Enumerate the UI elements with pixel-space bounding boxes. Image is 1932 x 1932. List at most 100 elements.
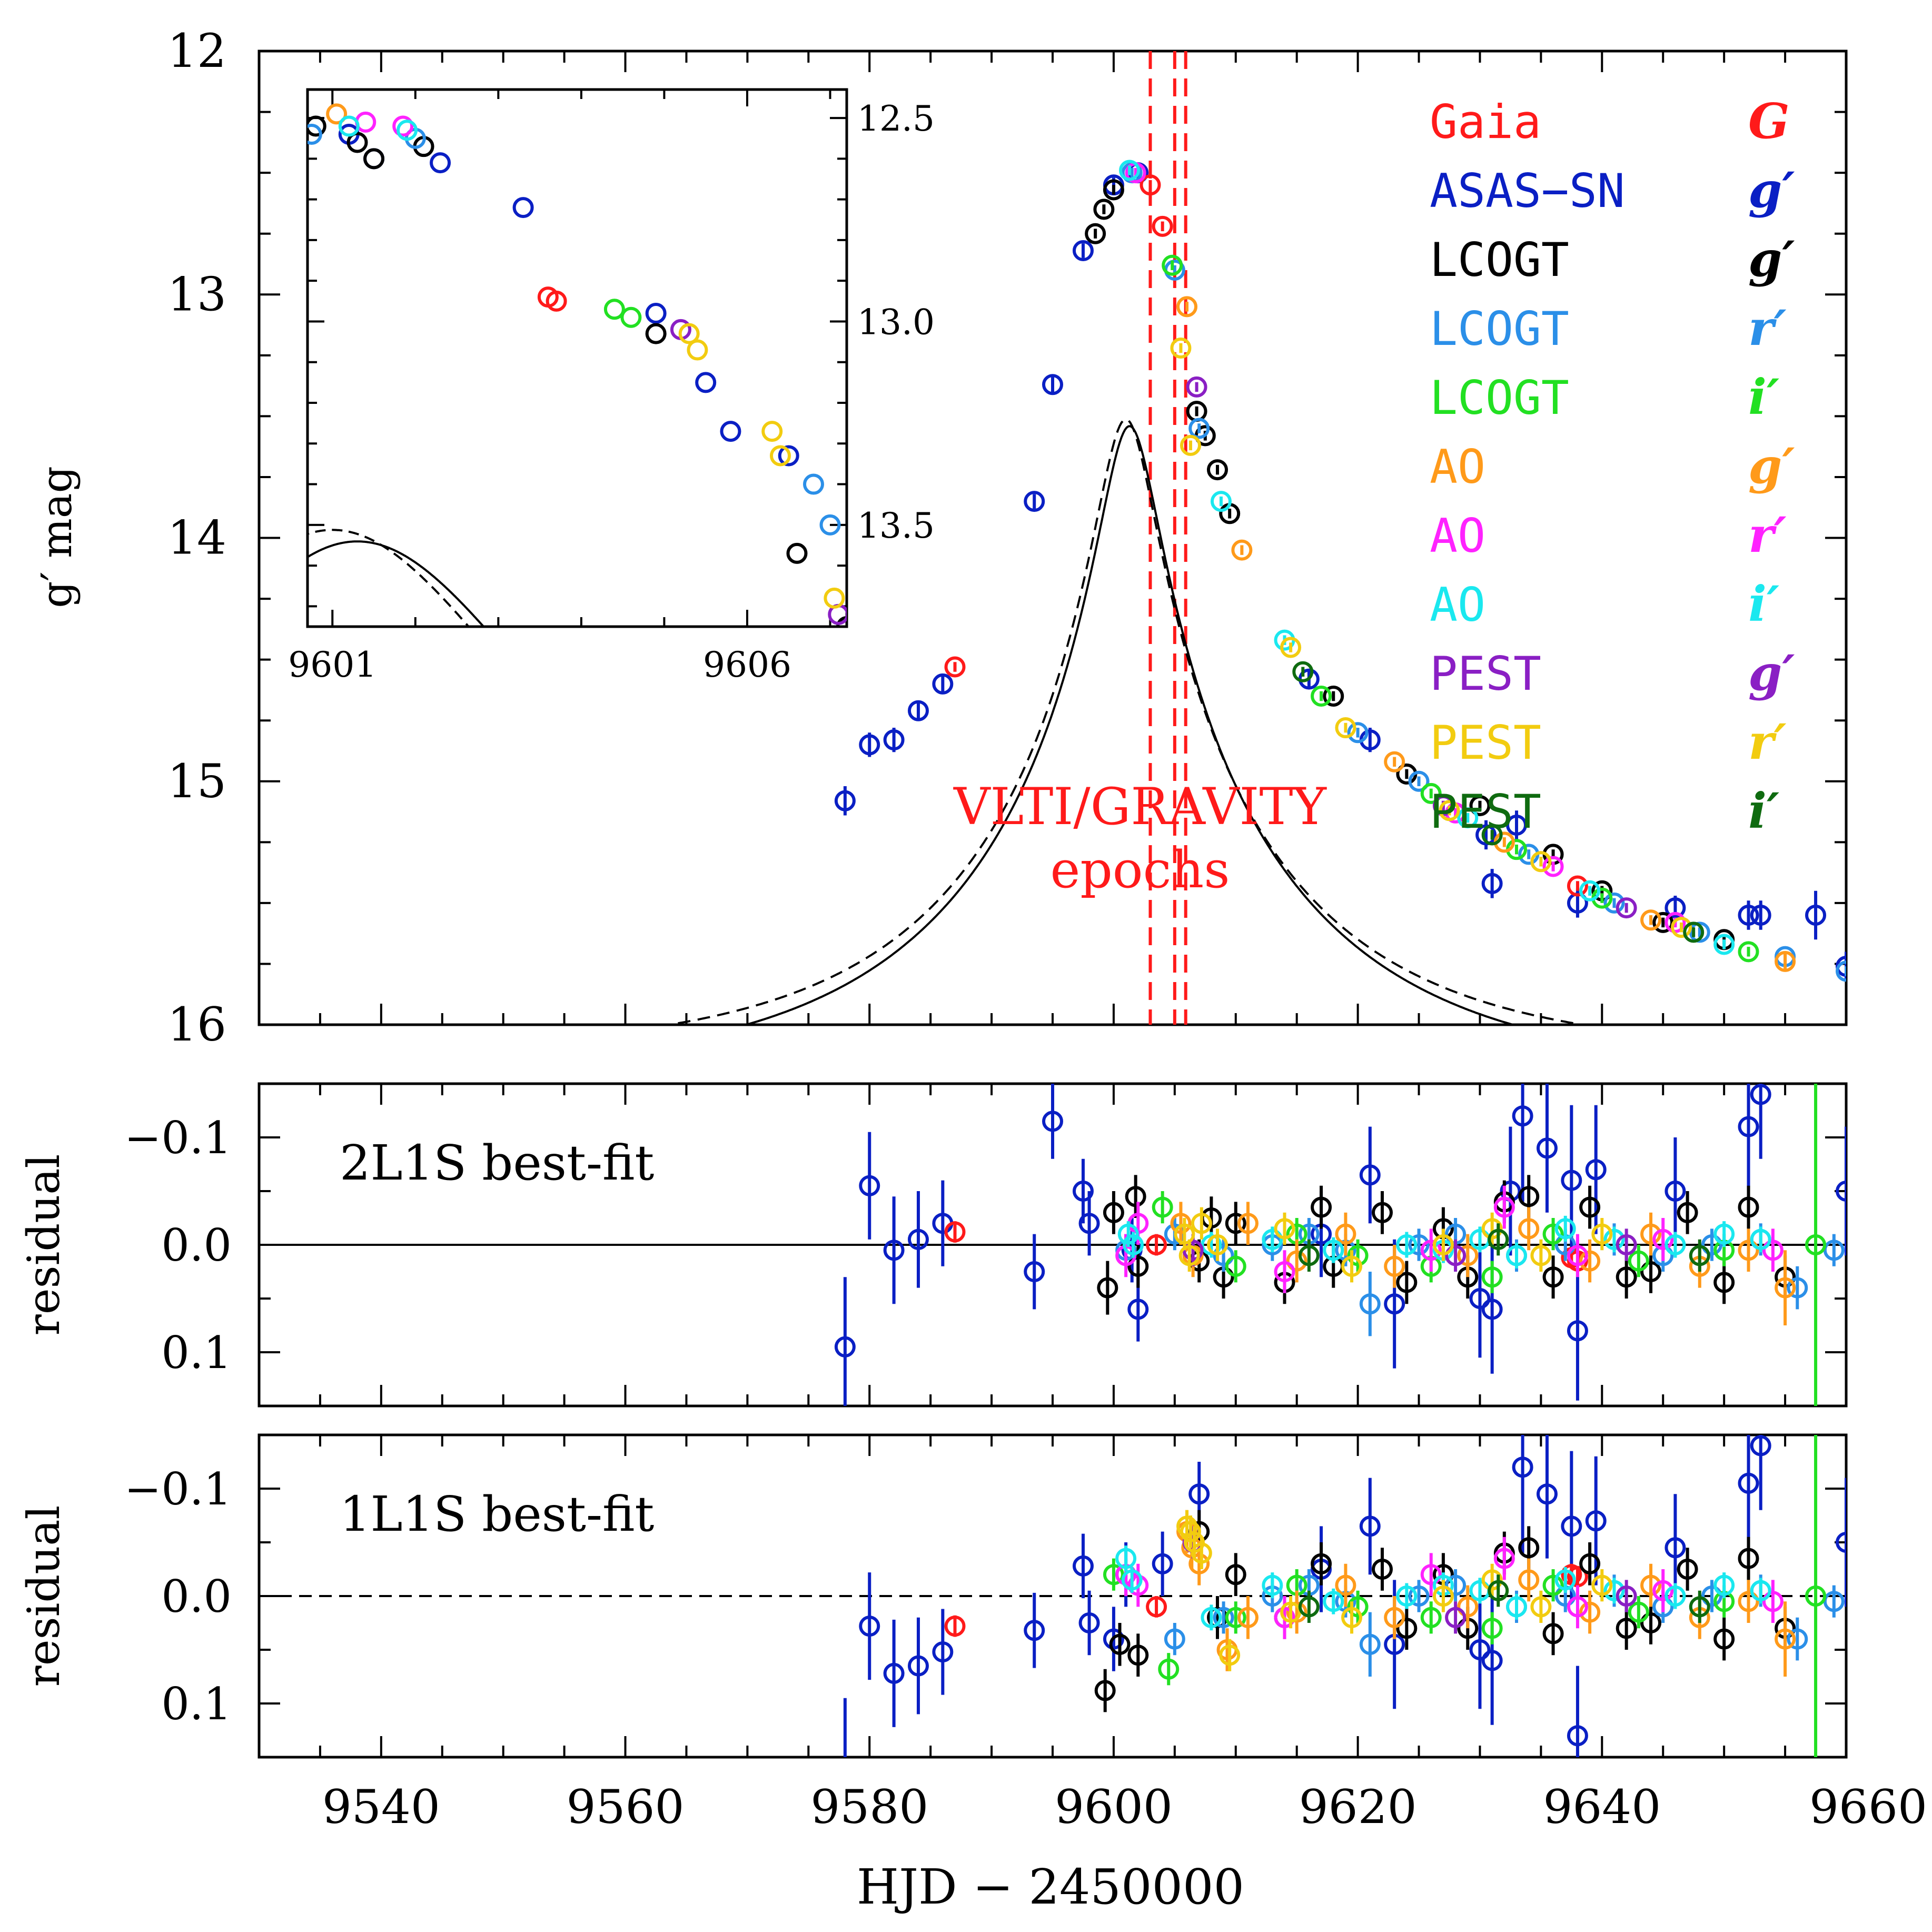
data-point	[1384, 1607, 1405, 1628]
data-point	[1341, 1607, 1363, 1628]
data-point	[1603, 1228, 1625, 1250]
data-point	[512, 197, 534, 219]
data-point	[1384, 1293, 1405, 1315]
data-point	[1536, 1483, 1558, 1505]
data-point	[1286, 1250, 1307, 1272]
data-point	[1506, 814, 1528, 836]
data-point	[932, 1641, 954, 1663]
data-point	[883, 1662, 905, 1684]
data-point	[1335, 717, 1356, 739]
data-point	[1665, 1181, 1686, 1202]
data-point	[1488, 1580, 1509, 1601]
series-pest-r-	[678, 323, 845, 609]
data-point	[907, 1655, 929, 1677]
data-point	[1445, 1245, 1467, 1266]
series-ao-g-	[326, 103, 348, 125]
residual-panel-2l1s: −0.1 0.0 0.1 residual 2L1S best-fit	[18, 1082, 1848, 1408]
data-point	[1162, 254, 1183, 276]
y-tick-label: 13	[167, 267, 226, 321]
data-point	[1347, 1596, 1369, 1618]
data-point	[1408, 1234, 1430, 1255]
data-point	[1225, 1255, 1246, 1277]
data-point	[1408, 1586, 1430, 1607]
data-point	[1335, 1223, 1356, 1245]
data-point	[819, 514, 841, 536]
inset-y-tick-label: 13.5	[857, 506, 935, 546]
residual-1l1s-ticks	[258, 1434, 1847, 1758]
legend-label: LCOGT	[1430, 302, 1569, 356]
data-point	[1665, 911, 1686, 933]
legend-label: Gaia	[1430, 95, 1541, 149]
series-pest-g-	[1182, 1228, 1637, 1272]
data-point	[1457, 1245, 1479, 1266]
data-point	[761, 421, 783, 442]
data-point	[834, 1336, 856, 1358]
data-point	[1347, 722, 1369, 744]
data-point	[1616, 1266, 1637, 1288]
data-point	[1567, 1596, 1588, 1618]
data-point	[1567, 1320, 1588, 1342]
data-point	[1445, 1574, 1467, 1596]
legend-label: AO	[1430, 578, 1485, 632]
data-point	[1628, 1250, 1649, 1272]
data-point	[1750, 1580, 1771, 1601]
residual-1l1s-y-tick-labels: −0.1 0.0 0.1	[124, 1463, 232, 1730]
data-point	[1512, 1457, 1533, 1478]
data-point	[695, 372, 717, 393]
data-point	[1805, 1586, 1827, 1607]
data-point	[1738, 1472, 1759, 1494]
data-point	[1652, 911, 1674, 933]
data-point	[1127, 1644, 1149, 1666]
data-point	[1178, 1245, 1200, 1266]
data-point	[1298, 1245, 1320, 1266]
data-point	[1713, 1272, 1735, 1293]
data-point	[1836, 1181, 1846, 1202]
data-point	[1274, 1261, 1295, 1282]
y-tick-label: 0.0	[161, 1571, 232, 1622]
data-point	[1518, 1186, 1540, 1207]
data-point	[1024, 1261, 1045, 1282]
data-point	[1518, 1218, 1540, 1240]
data-point	[1689, 1245, 1710, 1266]
inset-panel: 9601 9606 12.5 13.0 13.5	[288, 88, 935, 685]
data-point	[1191, 1213, 1212, 1234]
residual-2l1s-y-tick-labels: −0.1 0.0 0.1	[124, 1112, 232, 1379]
data-point	[1805, 1234, 1827, 1255]
data-point	[1201, 1607, 1222, 1628]
data-point	[1689, 922, 1710, 943]
data-point	[1469, 795, 1491, 816]
data-point	[1640, 1574, 1662, 1596]
data-point	[1671, 917, 1692, 938]
data-point	[1469, 1639, 1491, 1660]
data-point	[836, 1759, 854, 1777]
legend-entry: LCOGT g′	[1430, 231, 1795, 288]
data-point	[1359, 1633, 1381, 1655]
data-point	[687, 339, 708, 361]
data-point	[1628, 1601, 1649, 1623]
data-point	[1210, 491, 1232, 512]
data-point	[1713, 1574, 1735, 1596]
data-point	[1213, 1607, 1234, 1628]
x-tick-label: 9660	[1809, 1780, 1927, 1834]
data-point	[338, 115, 360, 137]
data-point	[1371, 1559, 1393, 1580]
data-point	[645, 323, 667, 344]
data-point	[1750, 1084, 1771, 1105]
x-tick-label: 9600	[1055, 1780, 1173, 1834]
data-point	[1738, 1548, 1759, 1569]
data-point	[1347, 1245, 1369, 1266]
series-pest-i-	[1298, 1574, 1710, 1623]
legend-entry: PEST g′	[1430, 645, 1795, 701]
data-point	[1665, 1234, 1686, 1255]
data-point	[1518, 1537, 1540, 1559]
data-point	[1439, 800, 1460, 821]
model-curve-1l1s	[663, 418, 1589, 1025]
legend-entry: ASAS−SN g′	[1430, 162, 1795, 219]
data-point	[1689, 1596, 1710, 1618]
data-point	[1170, 337, 1192, 359]
data-point	[1738, 904, 1759, 926]
data-point	[1323, 1591, 1344, 1612]
data-point	[1146, 1596, 1167, 1618]
data-point	[1493, 1196, 1515, 1218]
data-point	[1616, 1586, 1637, 1607]
